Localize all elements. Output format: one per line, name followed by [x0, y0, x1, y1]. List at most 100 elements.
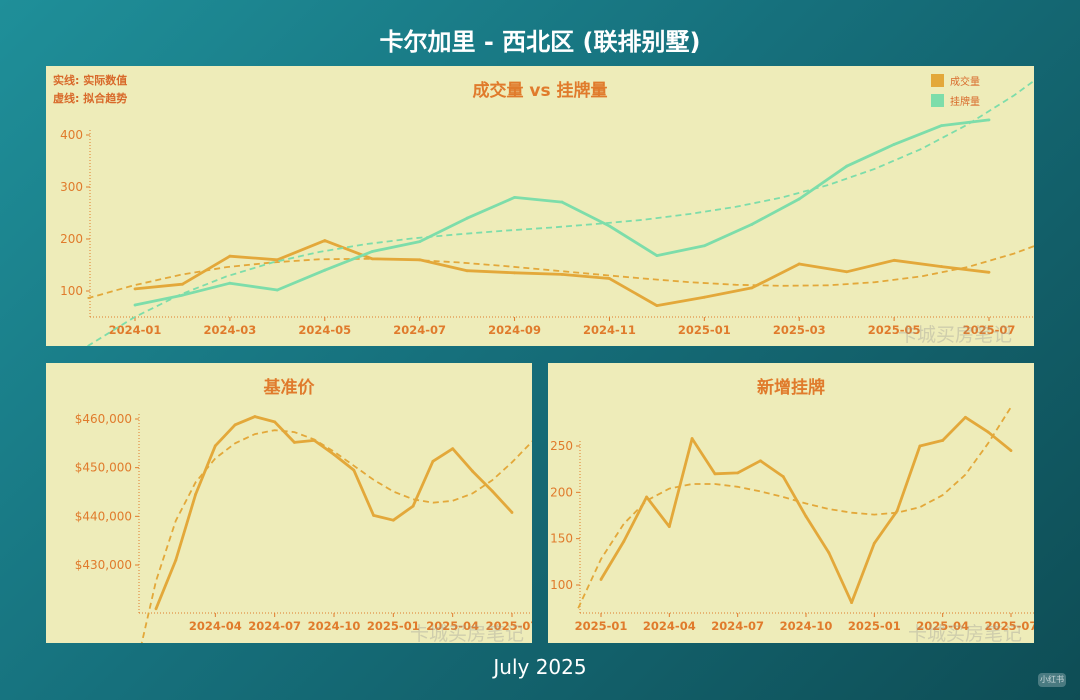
data-point — [845, 270, 849, 274]
x-tick-label: 2025-07 — [486, 619, 532, 633]
data-point — [690, 437, 694, 440]
data-point — [370, 257, 374, 261]
chart-title: 基准价 — [263, 378, 315, 398]
data-point — [560, 272, 564, 276]
data-point — [713, 472, 717, 476]
x-tick-label: 2024-03 — [203, 323, 256, 337]
y-tick-label: 200 — [60, 232, 83, 246]
legend-label: 成交量 — [950, 76, 980, 88]
x-tick-label: 2024-04 — [643, 619, 696, 633]
trend-line-series-0 — [577, 406, 1012, 609]
legend-swatch — [931, 73, 944, 87]
data-point — [370, 250, 374, 253]
data-point — [608, 224, 611, 228]
legend: 成交量 挂牌量 — [931, 70, 980, 110]
data-point — [510, 511, 514, 514]
data-point — [174, 558, 178, 562]
legend-label: 挂牌量 — [950, 96, 980, 108]
data-point — [391, 518, 395, 522]
data-point — [273, 420, 277, 424]
data-point — [471, 469, 474, 473]
data-point — [892, 142, 896, 146]
data-point — [608, 277, 611, 280]
data-point — [293, 440, 296, 444]
data-point — [490, 489, 494, 493]
data-point — [213, 444, 217, 448]
panel-benchmark-price: $430,000 $440,000 $450,000 $460,000 2024-04 2… — [46, 363, 532, 645]
data-line-series-0 — [599, 415, 1012, 605]
y-tick-label: 400 — [60, 128, 83, 142]
data-point — [918, 444, 922, 448]
x-tick-label: 2024-10 — [780, 619, 833, 633]
data-line-series-1 — [134, 118, 990, 307]
y-tick-label: 100 — [60, 284, 83, 298]
data-point — [513, 271, 516, 275]
legend-item-sales: 成交量 — [931, 70, 980, 90]
data-point — [895, 509, 899, 513]
trend-line-series-0 — [87, 245, 1034, 300]
x-tick-label: 2025-01 — [678, 323, 731, 337]
x-tick-label: 2024-11 — [583, 323, 636, 337]
x-tick-label: 2024-01 — [109, 323, 162, 337]
y-tick-label: $430,000 — [75, 558, 132, 572]
legend-swatch — [931, 93, 944, 107]
x-tick-label: 2025-04 — [426, 619, 479, 633]
data-point — [940, 124, 943, 128]
watermark: 卡城买房笔记 — [410, 623, 525, 645]
data-point — [655, 304, 659, 307]
y-tick-label: 250 — [550, 439, 573, 453]
y-tick-label: 100 — [550, 578, 573, 592]
x-tick-label: 2024-04 — [189, 619, 242, 633]
data-point — [181, 293, 184, 297]
data-point — [845, 164, 849, 168]
data-point — [253, 415, 257, 418]
data-point — [797, 197, 801, 201]
chart-title: 新增挂牌 — [757, 378, 825, 398]
data-point — [418, 240, 422, 244]
x-tick-label: 2025-07 — [963, 323, 1016, 337]
data-point — [827, 551, 831, 554]
chart-new-listings: 100 150 200 250 2025-01 2024-04 2024-07 2024-10… — [550, 406, 1034, 633]
x-tick-label: 2024-05 — [298, 323, 351, 337]
y-tick-label: $450,000 — [75, 461, 132, 475]
x-tick-label: 2025-07 — [985, 619, 1034, 633]
x-tick-label: 2025-04 — [916, 619, 969, 633]
y-tick-label: $440,000 — [75, 509, 132, 523]
data-point — [352, 468, 356, 472]
note-dashed: 虚线: 拟合趋势 — [53, 92, 128, 105]
x-tick-label: 2025-01 — [848, 619, 901, 633]
data-point — [736, 471, 740, 475]
data-point — [228, 281, 232, 285]
trend-line-series-1 — [87, 79, 1034, 346]
panel-new-listings: 100 150 200 250 2025-01 2024-04 2024-07 2024-10… — [548, 363, 1034, 645]
data-point — [1009, 449, 1013, 453]
data-line-series-0 — [154, 415, 514, 610]
data-point — [465, 269, 469, 273]
x-tick-label: 2024-07 — [248, 619, 301, 633]
footer-date: July 2025 — [493, 655, 587, 679]
data-point — [465, 216, 469, 220]
data-point — [312, 439, 316, 442]
data-point — [275, 258, 279, 262]
data-point — [667, 525, 671, 529]
data-point — [181, 282, 184, 286]
panel-sales-vs-listings: 100 200 300 400 2024-01 2024-03 2024-05 2024-07… — [46, 66, 1034, 346]
note-solid: 实线: 实际数值 — [53, 74, 128, 87]
data-point — [655, 254, 659, 258]
data-point — [804, 515, 808, 518]
data-point — [431, 459, 435, 463]
data-point — [645, 495, 648, 499]
data-point — [513, 196, 516, 199]
data-point — [451, 447, 455, 451]
chart-sales-vs-listings: 100 200 300 400 2024-01 2024-03 2024-05 2024-07… — [60, 79, 1034, 346]
data-point — [892, 258, 896, 262]
chart-title: 成交量 vs 挂牌量 — [472, 81, 608, 101]
data-point — [987, 118, 991, 122]
data-point — [850, 601, 853, 605]
xiaohongshu-badge: 小红书 — [1038, 673, 1066, 687]
data-point — [702, 244, 706, 248]
data-point — [964, 415, 967, 419]
y-tick-label: $460,000 — [75, 412, 132, 426]
data-point — [154, 607, 158, 611]
data-point — [133, 287, 137, 291]
